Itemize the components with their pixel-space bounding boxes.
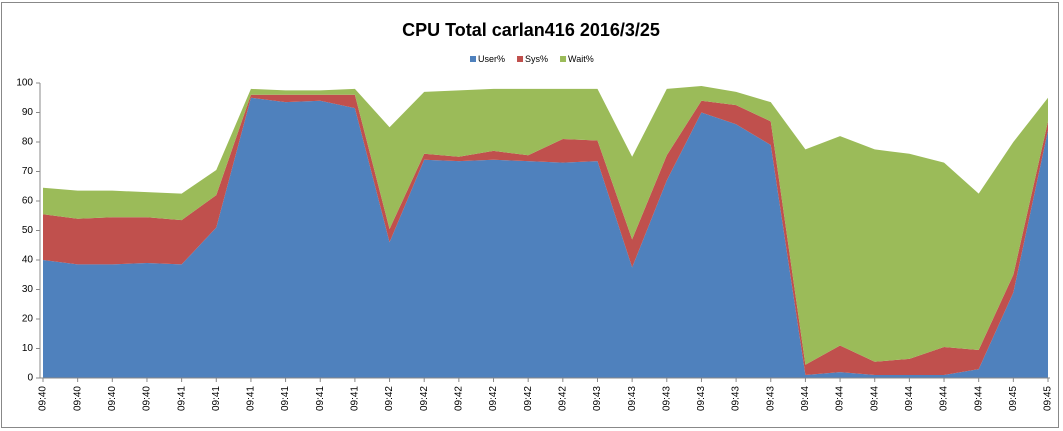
x-tick-label: 09:41 [315, 386, 326, 411]
x-tick-label: 09:43 [661, 386, 672, 411]
x-tick-label: 09:44 [939, 386, 950, 411]
x-tick-label: 09:43 [765, 386, 776, 411]
x-tick-label: 09:45 [1043, 386, 1054, 411]
x-tick-label: 09:42 [454, 386, 465, 411]
x-tick-label: 09:45 [1008, 386, 1019, 411]
x-tick-label: 09:42 [419, 386, 430, 411]
x-tick-label: 09:43 [731, 386, 742, 411]
legend-label: Wait% [568, 54, 594, 64]
x-tick-label: 09:44 [973, 386, 984, 411]
x-tick-label: 09:42 [384, 386, 395, 411]
x-tick-label: 09:41 [211, 386, 222, 411]
x-tick-label: 09:42 [557, 386, 568, 411]
x-tick-label: 09:43 [627, 386, 638, 411]
y-tick-label: 80 [22, 137, 34, 148]
area [43, 85, 1048, 365]
x-tick-label: 09:44 [904, 386, 915, 411]
x-tick-label: 09:43 [592, 386, 603, 411]
x-tick-label: 09:40 [72, 386, 83, 411]
area [43, 97, 1048, 378]
area [43, 94, 1048, 376]
legend-swatch [517, 56, 524, 62]
x-tick-label: 09:42 [488, 386, 499, 411]
y-tick-label: 10 [22, 343, 34, 354]
x-tick-label: 09:40 [38, 386, 49, 411]
x-tick-label: 09:40 [142, 386, 153, 411]
x-tick-label: 09:44 [869, 386, 880, 411]
x-tick-label: 09:40 [107, 386, 118, 411]
y-tick-label: 20 [22, 314, 34, 325]
x-tick-label: 09:44 [835, 386, 846, 411]
y-tick-label: 40 [22, 255, 34, 266]
legend-swatch [560, 56, 567, 62]
chart-title: CPU Total carlan416 2016/3/25 [402, 20, 660, 40]
y-tick-label: 60 [22, 196, 34, 207]
legend-label: Sys% [525, 54, 548, 64]
x-tick-label: 09:41 [176, 386, 187, 411]
y-tick-label: 50 [22, 225, 34, 236]
x-tick-label: 09:44 [800, 386, 811, 411]
legend-swatch [470, 56, 476, 62]
x-tick-label: 09:41 [246, 386, 257, 411]
y-tick-label: 90 [22, 107, 34, 118]
x-tick-label: 09:42 [523, 386, 534, 411]
x-tick-label: 09:41 [280, 386, 291, 411]
y-tick-label: 70 [22, 166, 34, 177]
y-tick-label: 30 [22, 284, 34, 295]
legend-label: User% [478, 54, 505, 64]
x-tick-label: 09:43 [696, 386, 707, 411]
y-tick-label: 100 [16, 78, 33, 89]
y-tick-label: 0 [27, 373, 33, 384]
x-tick-label: 09:41 [350, 386, 361, 411]
